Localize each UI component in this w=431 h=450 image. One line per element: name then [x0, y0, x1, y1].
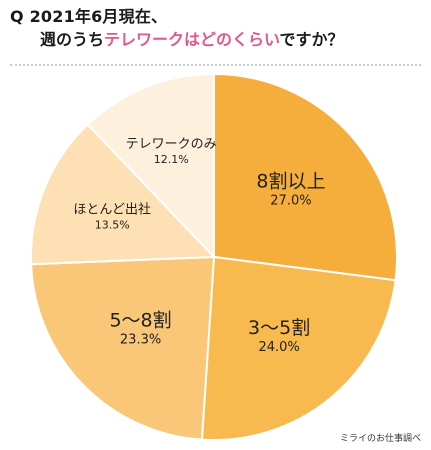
pie-slice-4 [30, 123, 217, 266]
header-divider [10, 64, 421, 66]
pie-slice-3 [30, 255, 216, 441]
question-highlight: テレワークはどのくらい [104, 30, 280, 49]
slice-value-1: 27.0% [270, 193, 311, 208]
slice-label-1: 8割以上 [256, 170, 325, 192]
slice-label-5: テレワークのみ [126, 137, 217, 152]
question-line-2: 週のうちテレワークはどのくらいですか？ [40, 28, 425, 52]
question-line-1: Q 2021年6月現在、 [10, 7, 168, 26]
slice-label-3: 5〜8割 [109, 309, 171, 331]
question-suffix: ですか？ [279, 30, 344, 49]
question-prefix: 週のうち [40, 30, 105, 49]
pie-slice-5 [86, 72, 215, 260]
source-note: ミライのお仕事調べ [339, 434, 421, 444]
slice-label-4: ほとんど出社 [73, 202, 151, 218]
slice-value-5: 12.1% [154, 153, 189, 166]
slice-label-2: 3〜5割 [248, 317, 310, 339]
slice-value-3: 23.3% [120, 332, 161, 347]
question-header: Q 2021年6月現在、 週のうちテレワークはどのくらいですか？ [10, 6, 425, 52]
slice-value-2: 24.0% [258, 340, 299, 355]
pie-slice-1 [213, 72, 398, 282]
slice-value-4: 13.5% [95, 219, 130, 232]
pie-slice-2 [200, 255, 397, 441]
